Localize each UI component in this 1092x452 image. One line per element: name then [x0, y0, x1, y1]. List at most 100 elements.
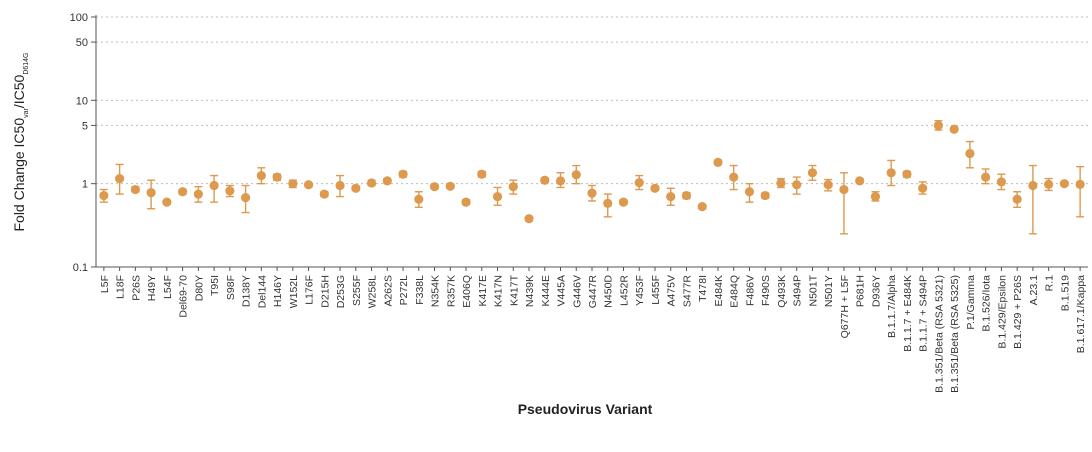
- data-point-group: [996, 173, 1006, 191]
- data-point-group: [398, 169, 408, 179]
- x-tick-label: D936Y: [870, 275, 882, 307]
- data-point-group: [319, 189, 329, 199]
- data-point-group: [634, 174, 644, 191]
- data-point: [603, 198, 613, 208]
- data-point: [697, 202, 707, 212]
- x-tick-label: G447R: [587, 275, 599, 309]
- data-point-group: [729, 164, 739, 191]
- x-tick-label: L54F: [162, 275, 174, 299]
- data-point-group: [681, 190, 692, 201]
- data-point: [414, 194, 424, 204]
- x-tick-label: L176F: [304, 275, 316, 305]
- data-point-group: [240, 184, 251, 214]
- data-point-group: [209, 174, 219, 203]
- data-point-group: [492, 186, 503, 207]
- data-point-group: [823, 178, 833, 192]
- x-tick-label: T95I: [209, 275, 221, 296]
- data-point-group: [855, 176, 865, 186]
- data-point-group: [382, 176, 392, 186]
- data-point-group: [933, 119, 944, 131]
- y-tick-label: 100: [70, 12, 88, 24]
- data-point: [996, 177, 1006, 187]
- x-tick-label: P26S: [130, 275, 142, 301]
- data-point-group: [1059, 179, 1069, 189]
- x-tick-label: A262S: [382, 275, 394, 307]
- data-point: [933, 120, 944, 131]
- x-tick-label: D138Y: [241, 275, 253, 307]
- data-point-group: [1028, 164, 1038, 235]
- x-tick-label: A.23.1: [1028, 275, 1040, 306]
- x-tick-label: N501T: [807, 274, 819, 306]
- x-tick-label: R.1: [1044, 275, 1056, 292]
- x-tick-label: F490S: [760, 275, 772, 306]
- data-point-group: [477, 169, 487, 179]
- data-point: [1044, 179, 1054, 189]
- data-point: [240, 193, 251, 203]
- data-point: [540, 175, 550, 185]
- data-point-group: [288, 179, 298, 189]
- data-point: [319, 189, 329, 199]
- x-tick-label: K417E: [477, 275, 489, 307]
- data-point: [445, 181, 455, 191]
- data-point-group: [949, 124, 959, 134]
- x-tick-label: S255F: [351, 275, 363, 306]
- x-tick-label: E484Q: [729, 275, 741, 308]
- x-tick-label: D253G: [335, 275, 347, 308]
- data-point: [839, 184, 849, 195]
- data-point: [776, 178, 786, 188]
- x-tick-label: S477R: [681, 275, 693, 308]
- x-tick-label: P.1/Gamma: [965, 275, 977, 330]
- data-point-group: [760, 190, 770, 201]
- x-tick-label: N501Y: [823, 275, 835, 307]
- gridlines: [96, 16, 1088, 185]
- data-point: [272, 172, 282, 182]
- x-tick-label: N450D: [603, 275, 615, 308]
- data-point-group: [571, 164, 581, 185]
- x-tick-label: W258L: [367, 275, 379, 308]
- x-tick-label: L18F: [115, 275, 127, 299]
- data-point-group: [193, 185, 203, 203]
- y-tick-label: 0.1: [73, 262, 88, 274]
- data-point-group: [981, 168, 991, 185]
- data-point-group: [162, 197, 172, 207]
- x-tick-label: B.1.617.1/Kappa: [1075, 275, 1087, 353]
- data-point-group: [713, 157, 723, 167]
- data-point: [666, 191, 676, 202]
- data-point: [382, 176, 392, 186]
- data-point-group: [303, 180, 314, 190]
- data-point: [981, 172, 991, 182]
- data-point-group: [115, 163, 125, 195]
- data-point: [256, 170, 266, 181]
- data-point: [492, 191, 503, 202]
- data-point-group: [146, 179, 156, 210]
- data-point: [398, 169, 408, 179]
- data-point-group: [272, 172, 282, 182]
- data-point: [99, 190, 109, 201]
- data-point: [351, 183, 361, 193]
- data-point-group: [886, 159, 896, 187]
- data-point: [760, 190, 770, 201]
- data-point-group: [792, 176, 802, 195]
- data-point-group: [461, 197, 471, 207]
- x-tick-label: Del144: [256, 275, 268, 308]
- data-point: [524, 214, 534, 224]
- data-point-group: [429, 182, 440, 192]
- x-tick-label: K417T: [508, 274, 520, 306]
- data-point-group: [918, 181, 928, 195]
- data-point-group: [965, 140, 975, 169]
- data-point: [870, 191, 881, 202]
- data-point: [744, 187, 755, 197]
- x-tick-label: B.1.1.7 + E484K: [902, 275, 914, 352]
- x-tick-label: Y453F: [634, 275, 646, 306]
- x-axis-title: Pseudovirus Variant: [518, 401, 653, 417]
- x-tick-label: F338L: [414, 275, 426, 305]
- data-point: [807, 168, 818, 178]
- data-point: [681, 190, 692, 201]
- x-tick-label: K417N: [493, 275, 505, 307]
- x-tick-label: B.1.351/Beta (RSA 5321): [933, 275, 945, 393]
- data-point: [366, 178, 377, 188]
- data-point-group: [130, 184, 140, 195]
- data-point: [130, 184, 140, 195]
- data-point-group: [445, 181, 455, 191]
